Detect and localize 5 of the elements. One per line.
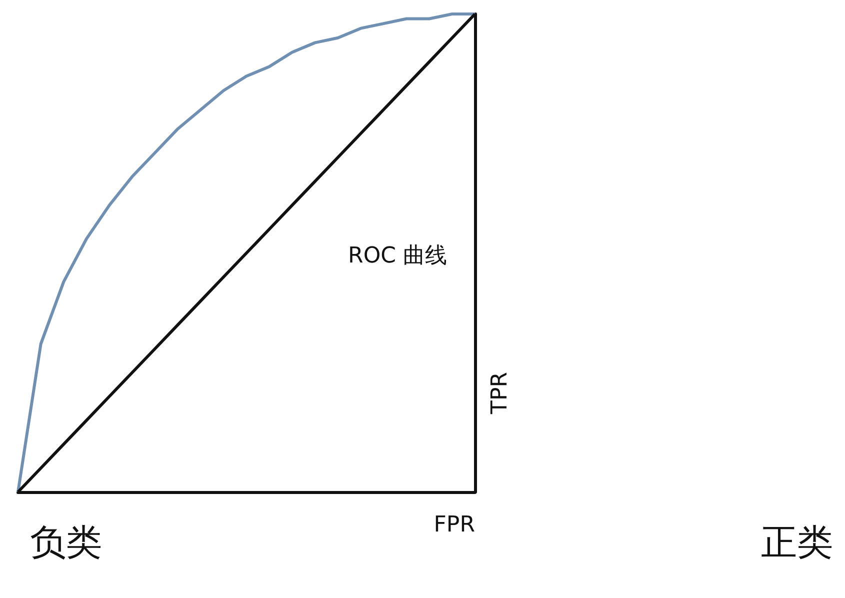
annotation: ROC 曲线 xyxy=(348,244,448,268)
text: 正类 xyxy=(761,522,833,564)
y-axis-title: TPR xyxy=(488,372,512,415)
text: 负类 xyxy=(30,522,102,564)
x-axis-title: FPR xyxy=(434,512,475,538)
